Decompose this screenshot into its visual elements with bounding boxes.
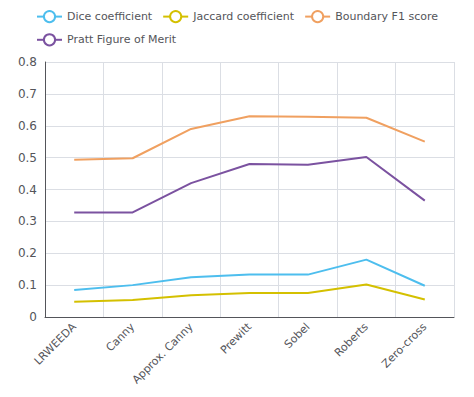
- svg-text:Boundary F1 score: Boundary F1 score: [335, 10, 438, 23]
- svg-text:Approx. Canny: Approx. Canny: [130, 320, 196, 386]
- svg-text:LRWEEDA: LRWEEDA: [32, 320, 80, 368]
- svg-text:0.2: 0.2: [18, 246, 37, 260]
- svg-text:Jaccard coefficient: Jaccard coefficient: [192, 10, 295, 23]
- svg-text:0: 0: [29, 310, 37, 324]
- svg-text:0.8: 0.8: [18, 55, 37, 69]
- svg-text:Canny: Canny: [103, 320, 137, 354]
- svg-text:Zero-cross: Zero-cross: [379, 320, 429, 370]
- svg-text:0.7: 0.7: [18, 87, 37, 101]
- svg-text:0.1: 0.1: [18, 278, 37, 292]
- svg-text:Sobel: Sobel: [282, 320, 313, 351]
- svg-text:Roberts: Roberts: [332, 320, 371, 359]
- svg-text:0.5: 0.5: [18, 151, 37, 165]
- svg-text:Dice coefficient: Dice coefficient: [67, 10, 153, 23]
- svg-text:0.3: 0.3: [18, 214, 37, 228]
- svg-text:0.6: 0.6: [18, 119, 37, 133]
- svg-text:Pratt Figure of Merit: Pratt Figure of Merit: [67, 33, 177, 46]
- svg-text:Prewitt: Prewitt: [218, 320, 255, 357]
- svg-text:0.4: 0.4: [18, 183, 37, 197]
